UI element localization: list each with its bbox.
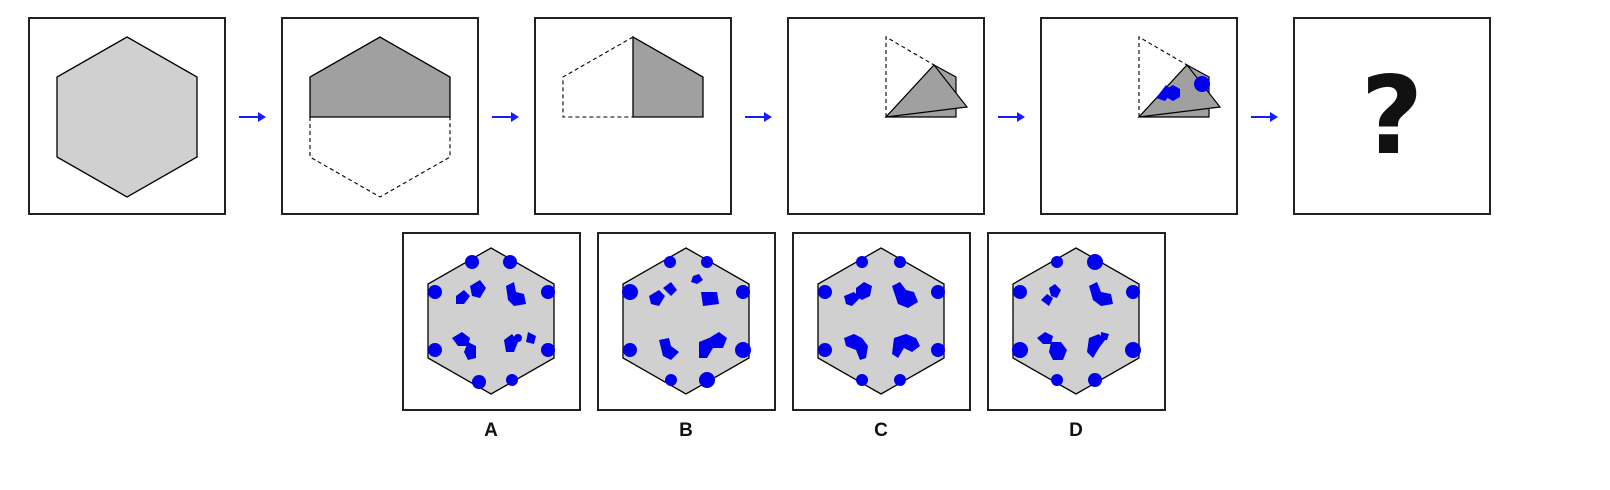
option-d-figure [1012,247,1141,395]
question-mark: ? [1360,53,1424,179]
fold-top-figure [309,36,451,198]
option-b-label: B [679,420,693,441]
punch-holes-figure [1137,36,1222,118]
option-c-label: C [874,420,888,441]
hexagon-figure [56,36,198,198]
arrow-right-icon [1251,112,1278,122]
option-a[interactable] [402,232,581,411]
option-d[interactable] [987,232,1166,411]
fold-left-figure [562,35,704,118]
option-c[interactable] [792,232,971,411]
option-b[interactable] [597,232,776,411]
step-panel-unknown-result: ? [1293,17,1491,215]
arrow-right-icon [492,112,519,122]
option-a-figure [427,247,555,395]
arrow-right-icon [239,112,266,122]
step-panel-fold-triangle [787,17,985,215]
option-b-figure [622,247,751,395]
step-panel-punch-holes [1040,17,1238,215]
step-panel-fold-left-half [534,17,732,215]
step-panel-full-hexagon [28,17,226,215]
hole-marks [1156,76,1210,101]
arrow-right-icon [745,112,772,122]
option-c-figure [817,247,945,395]
option-d-label: D [1069,420,1083,441]
option-a-label: A [484,420,498,441]
fold-triangle-figure [884,36,969,118]
arrow-right-icon [998,112,1025,122]
step-panel-fold-top-half [281,17,479,215]
